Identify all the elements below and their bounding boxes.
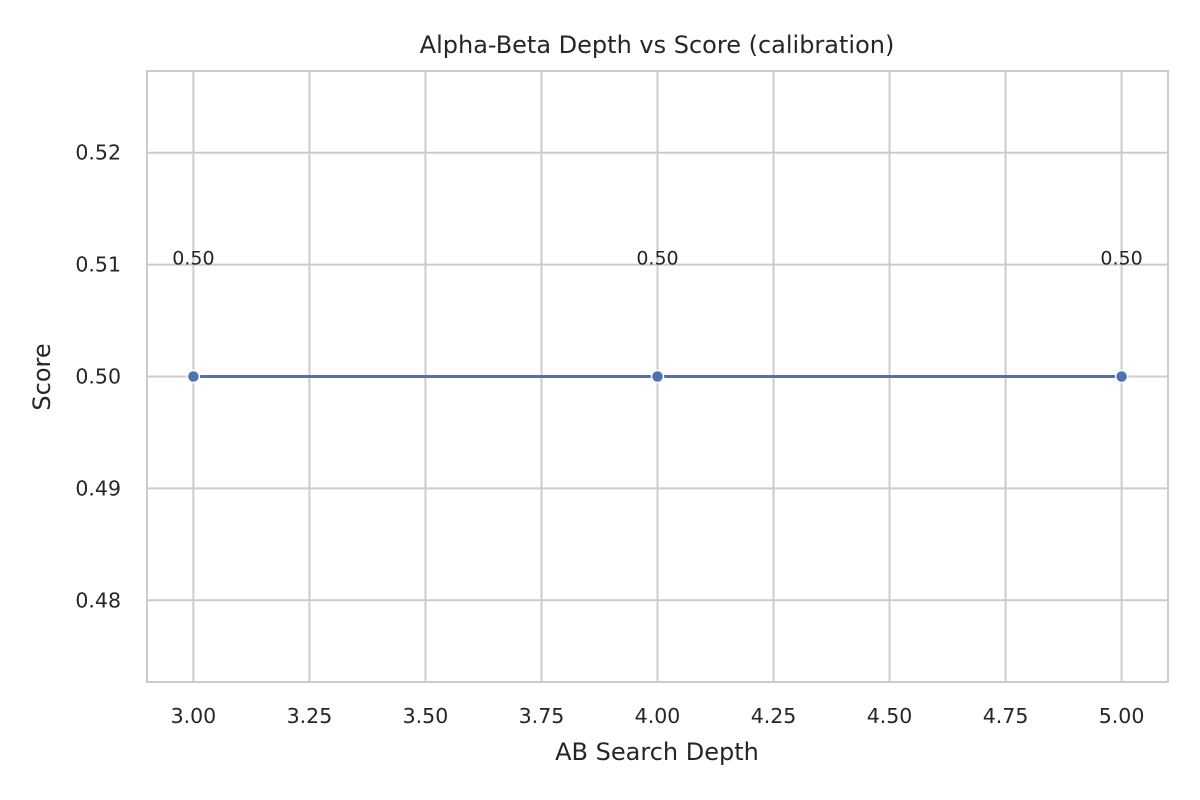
series-layer: 0.50 0.50 0.50	[172, 248, 1143, 384]
y-tick-label: 0.49	[75, 476, 121, 500]
x-tick-label: 3.50	[403, 704, 449, 728]
x-tick-label: 4.75	[983, 704, 1029, 728]
plot-frame	[146, 70, 1169, 683]
x-tick-label: 4.50	[867, 704, 913, 728]
y-tick-label: 0.51	[75, 253, 121, 277]
y-tick-label: 0.50	[75, 365, 121, 389]
x-tick-labels: 3.00 3.25 3.50 3.75 4.00 4.25 4.50 4.75 5.00	[171, 704, 1145, 728]
y-tick-label: 0.48	[75, 588, 121, 612]
x-tick-label: 3.25	[287, 704, 333, 728]
x-tick-label: 4.00	[635, 704, 681, 728]
y-tick-label: 0.52	[75, 141, 121, 165]
data-point	[1114, 369, 1129, 384]
chart-title: Alpha-Beta Depth vs Score (calibration)	[420, 31, 895, 59]
data-point	[650, 369, 665, 384]
data-label: 0.50	[172, 248, 214, 270]
x-axis-label: AB Search Depth	[555, 738, 759, 766]
y-tick-labels: 0.48 0.49 0.50 0.51 0.52	[75, 141, 121, 613]
x-tick-label: 5.00	[1099, 704, 1145, 728]
y-axis-label: Score	[28, 343, 56, 410]
data-label: 0.50	[1100, 248, 1142, 270]
x-tick-label: 3.75	[519, 704, 565, 728]
data-label: 0.50	[636, 248, 678, 270]
x-tick-label: 3.00	[171, 704, 217, 728]
x-tick-label: 4.25	[751, 704, 797, 728]
data-point	[186, 369, 201, 384]
